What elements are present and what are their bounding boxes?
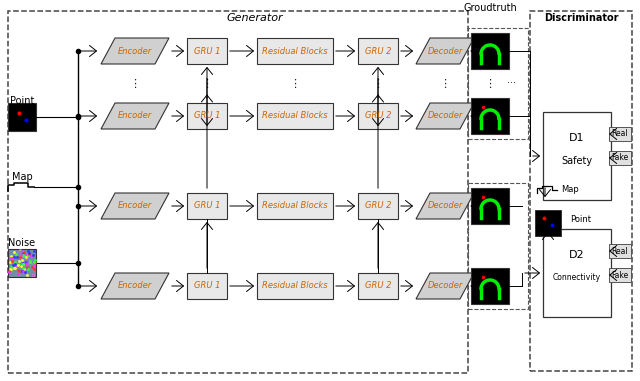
Text: Real: Real [612,247,628,256]
Text: D2: D2 [569,250,585,260]
Text: GRU 2: GRU 2 [365,112,391,120]
Bar [535,210,561,236]
Polygon shape [101,273,169,299]
Text: Decoder: Decoder [428,282,463,290]
Polygon shape [416,193,474,219]
Text: Groudtruth: Groudtruth [463,3,517,13]
Text: Residual Blocks: Residual Blocks [262,112,328,120]
Bar [543,229,611,317]
Bar [609,127,631,141]
Bar [8,103,36,131]
Text: Encoder: Encoder [118,46,152,56]
Bar [530,11,632,371]
Bar [8,249,36,277]
Polygon shape [101,193,169,219]
Text: ⋮: ⋮ [372,78,383,88]
Text: Generator: Generator [227,13,284,23]
Bar [187,273,227,299]
Polygon shape [416,38,474,64]
Text: D1: D1 [569,133,585,143]
Bar [471,268,509,304]
Bar [471,33,509,69]
Bar [358,38,398,64]
Text: Fake: Fake [611,271,628,280]
Text: Point: Point [570,215,591,224]
Bar [8,11,468,373]
Bar [609,268,631,282]
Text: Residual Blocks: Residual Blocks [262,46,328,56]
Text: Map: Map [12,172,33,182]
Text: GRU 1: GRU 1 [194,112,220,120]
Text: GRU 2: GRU 2 [365,46,391,56]
Text: Decoder: Decoder [428,46,463,56]
Polygon shape [416,273,474,299]
Bar [471,188,509,224]
Text: Point: Point [10,96,34,106]
Text: Residual Blocks: Residual Blocks [262,282,328,290]
Bar [187,103,227,129]
Bar [468,28,528,139]
Bar [609,151,631,165]
Text: Encoder: Encoder [118,112,152,120]
Bar [358,193,398,219]
Text: GRU 2: GRU 2 [365,282,391,290]
Text: ···: ··· [508,78,516,88]
Text: Real: Real [612,130,628,139]
Text: ⋮: ⋮ [440,78,451,88]
Text: Encoder: Encoder [118,282,152,290]
Bar [257,193,333,219]
Text: Noise: Noise [8,238,36,248]
Bar [257,273,333,299]
Text: GRU 1: GRU 1 [194,46,220,56]
Polygon shape [101,38,169,64]
Bar [358,103,398,129]
Bar [468,183,528,309]
Text: GRU 1: GRU 1 [194,202,220,210]
Text: GRU 2: GRU 2 [365,202,391,210]
Text: Discriminator: Discriminator [544,13,618,23]
Text: ⋮: ⋮ [129,78,141,88]
Bar [358,273,398,299]
Bar [257,103,333,129]
Text: GRU 1: GRU 1 [194,282,220,290]
Bar [187,38,227,64]
Text: Map: Map [561,186,579,194]
Polygon shape [416,103,474,129]
Text: ⋮: ⋮ [289,78,301,88]
Bar [471,98,509,134]
Bar [609,244,631,258]
Bar [257,38,333,64]
Polygon shape [101,103,169,129]
Text: Connectivity: Connectivity [553,274,601,282]
Text: Fake: Fake [611,154,628,163]
Text: Encoder: Encoder [118,202,152,210]
Text: Decoder: Decoder [428,202,463,210]
Text: Residual Blocks: Residual Blocks [262,202,328,210]
Text: ⋮: ⋮ [202,78,212,88]
Text: Decoder: Decoder [428,112,463,120]
Text: ⋮: ⋮ [484,78,495,88]
Text: Safety: Safety [561,156,593,166]
Bar [543,112,611,200]
Bar [187,193,227,219]
